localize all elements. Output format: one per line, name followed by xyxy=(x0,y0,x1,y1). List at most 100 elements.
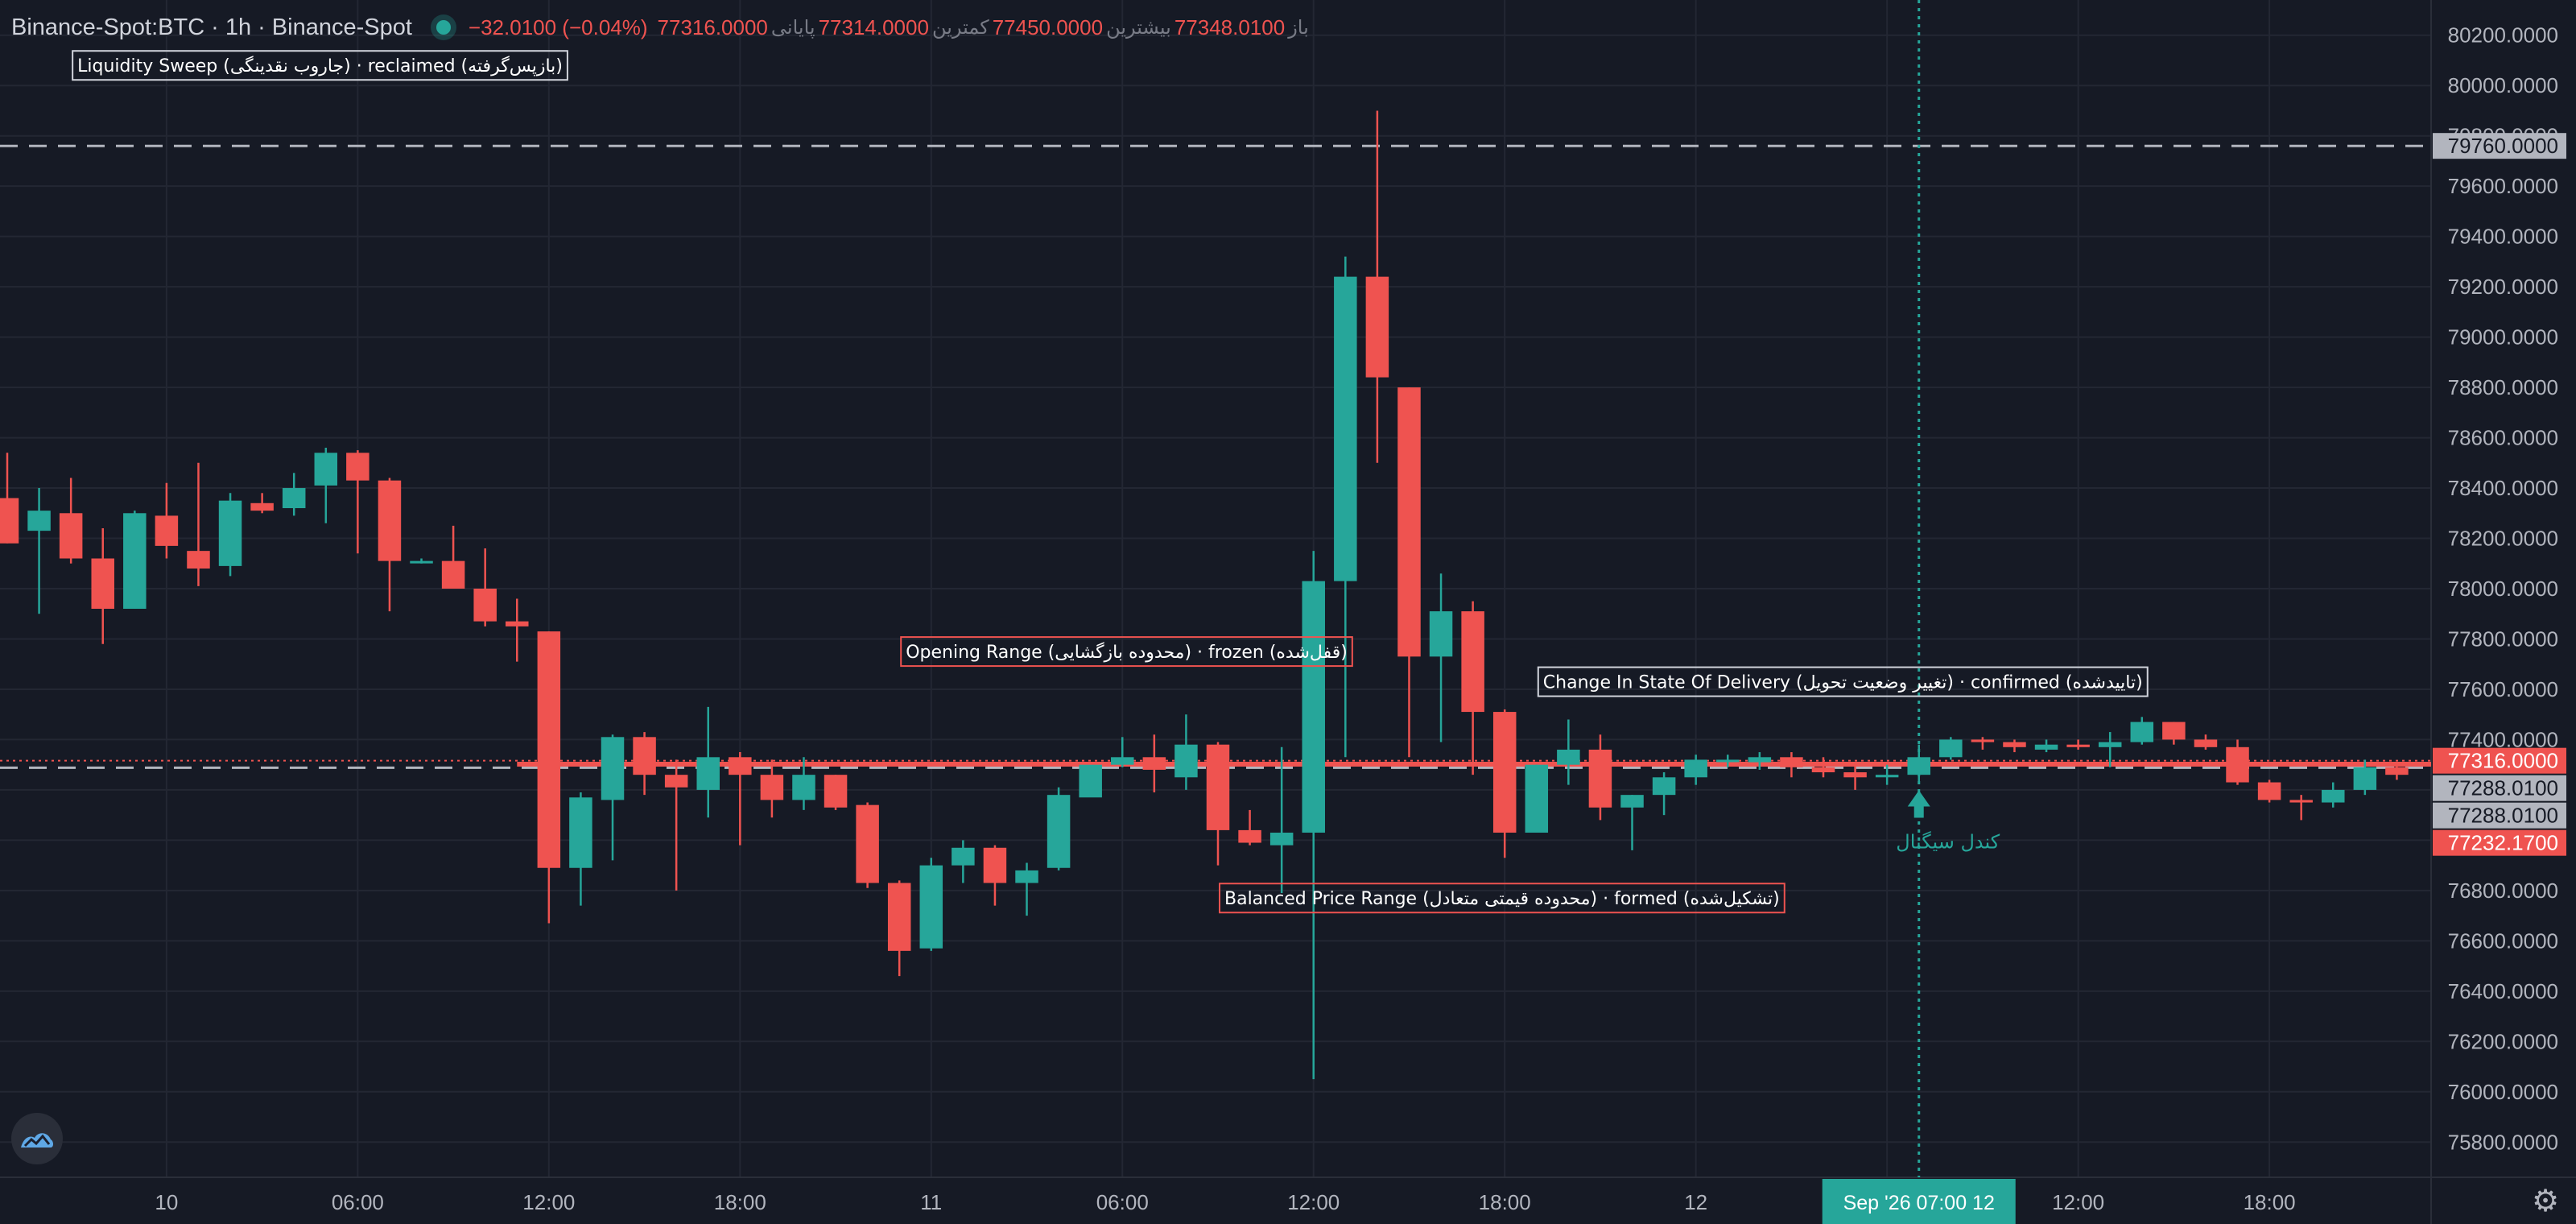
candle-body xyxy=(123,513,147,609)
candle-body xyxy=(1716,759,1740,763)
x-tick-label: 12:00 xyxy=(2052,1190,2104,1214)
y-tick-label: 78400.0000 xyxy=(2448,476,2558,500)
x-tick-label: 18:00 xyxy=(714,1190,766,1214)
y-tick-label: 77600.0000 xyxy=(2448,677,2558,701)
open-value: 77348.0100 xyxy=(1174,14,1286,39)
high-label: بیشترین xyxy=(1106,16,1171,39)
candle-body xyxy=(2003,742,2026,747)
candle-body xyxy=(1971,739,1995,742)
price-axis-tag xyxy=(2433,802,2566,829)
candle-body xyxy=(155,515,179,546)
candle-body xyxy=(410,560,433,564)
candle-body xyxy=(2289,800,2313,803)
candle-body xyxy=(187,551,210,569)
candle-body xyxy=(2257,782,2281,800)
x-tick-label: 10 xyxy=(155,1190,178,1214)
candle-body xyxy=(0,498,19,544)
candle-body xyxy=(1620,795,1644,808)
chart-legend: Binance-Spot:BTC · 1h · Binance-Spot −32… xyxy=(11,11,1312,43)
interval[interactable]: 1h xyxy=(225,14,252,40)
candle-body xyxy=(1334,276,1357,581)
annotation-label: Opening Range (محدوده بازگشایی) · frozen… xyxy=(906,642,1348,663)
annotation-box xyxy=(72,50,568,81)
candle-body xyxy=(1269,833,1294,846)
candle-body xyxy=(218,500,242,566)
x-tick-label: 12:00 xyxy=(522,1190,575,1214)
open-label: باز xyxy=(1288,16,1309,39)
candle-body xyxy=(569,797,592,868)
candle-body xyxy=(1046,795,1071,868)
price-axis-tag xyxy=(2433,775,2566,801)
x-tick-label: 18:00 xyxy=(1479,1190,1531,1214)
price-axis-tag xyxy=(2433,829,2566,856)
gear-icon[interactable]: ⚙ xyxy=(2531,1185,2560,1218)
logo-icon[interactable] xyxy=(11,1113,63,1164)
candle-body xyxy=(59,513,83,559)
symbol-name[interactable]: Binance-Spot:BTC xyxy=(11,14,205,40)
candle-body xyxy=(2353,767,2377,790)
y-tick-label: 76800.0000 xyxy=(2448,879,2558,903)
candle-body xyxy=(2034,744,2058,750)
high-value: 77450.0000 xyxy=(992,14,1104,39)
candle-body xyxy=(1429,611,1453,657)
crosshair-time-label: Sep '26 07:00 12 xyxy=(1843,1192,1995,1214)
candle-body xyxy=(1302,581,1325,833)
y-tick-label: 76000.0000 xyxy=(2448,1080,2558,1104)
candle-body xyxy=(792,775,815,800)
candle-body xyxy=(1174,744,1198,778)
candle-body xyxy=(1461,611,1484,713)
candle-body xyxy=(2322,789,2345,803)
candle-body xyxy=(601,737,625,800)
candle-body xyxy=(2066,744,2090,747)
candle-body xyxy=(1206,744,1230,830)
candle-body xyxy=(2194,739,2218,747)
annotation-label: Change In State Of Delivery (تغییر وضعیت… xyxy=(1543,673,2143,693)
price-axis-tag-label: 77232.1700 xyxy=(2448,831,2558,855)
candle-body xyxy=(378,480,402,561)
annotation-box xyxy=(1537,666,2149,697)
candle-body xyxy=(2130,722,2154,742)
low-label: کمترین xyxy=(931,16,989,39)
candle-body xyxy=(919,865,943,949)
candle-body xyxy=(2226,746,2249,783)
candle-body xyxy=(537,631,561,868)
candle-body xyxy=(441,560,465,589)
annotation-label: Balanced Price Range (محدوده قیمتی متعاد… xyxy=(1224,889,1780,909)
candle-body xyxy=(1079,764,1102,798)
candle-body xyxy=(1015,870,1038,883)
candle-body xyxy=(983,847,1007,883)
candle-body xyxy=(1238,829,1261,843)
candle-body xyxy=(506,621,529,626)
x-tick-label: 06:00 xyxy=(332,1190,384,1214)
y-tick-label: 80000.0000 xyxy=(2448,73,2558,97)
x-tick-label: 12:00 xyxy=(1287,1190,1340,1214)
candle-body xyxy=(1525,764,1549,833)
y-tick-label: 76400.0000 xyxy=(2448,979,2558,1003)
candle-body xyxy=(91,558,114,609)
x-tick-label: 06:00 xyxy=(1096,1190,1149,1214)
low-value: 77314.0000 xyxy=(818,14,929,39)
close-label: پایانی xyxy=(770,16,815,39)
candle-body xyxy=(314,453,338,486)
x-tick-label: 11 xyxy=(920,1190,942,1214)
exchange-name: Binance-Spot xyxy=(271,14,412,40)
price-axis-tag-label: 77288.0100 xyxy=(2448,804,2558,828)
y-tick-label: 79200.0000 xyxy=(2448,275,2558,299)
signal-arrow-icon xyxy=(1907,790,1930,818)
candle-body xyxy=(1939,739,1963,758)
price-axis-tag-label: 79760.0000 xyxy=(2448,134,2558,158)
price-axis-tag xyxy=(2433,747,2566,774)
x-tick-label: 12 xyxy=(1684,1190,1707,1214)
candle-body xyxy=(1557,749,1580,765)
legend-separator: · xyxy=(258,14,266,40)
change-value: −32.0100 (−0.04%) xyxy=(468,14,648,39)
y-tick-label: 78200.0000 xyxy=(2448,527,2558,551)
candle-body xyxy=(1397,387,1421,657)
annotation-label: Liquidity Sweep (جاروب نقدینگی) · reclai… xyxy=(77,56,563,76)
y-tick-label: 77800.0000 xyxy=(2448,626,2558,651)
y-tick-label: 80200.0000 xyxy=(2448,23,2558,48)
crosshair-time-tag xyxy=(1822,1179,2016,1224)
candle-body xyxy=(1875,775,1899,778)
y-tick-label: 79600.0000 xyxy=(2448,174,2558,198)
